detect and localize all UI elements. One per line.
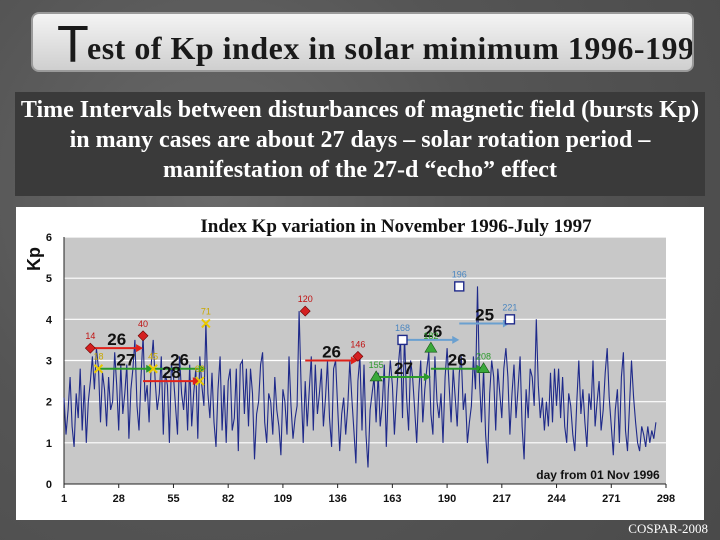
x-tick-label: 55 (167, 493, 179, 505)
x-tick-label: 190 (438, 493, 456, 505)
event-marker-diamond (299, 305, 311, 317)
event-marker-label: 208 (476, 352, 491, 362)
event-marker-label: 40 (138, 319, 148, 329)
event-marker-square (454, 281, 465, 292)
interval-label: 27 (116, 351, 135, 370)
interval-arrowhead (423, 372, 431, 381)
x-tick-label: 82 (222, 493, 234, 505)
slide-title: T est of Kp index in solar minimum 1996-… (31, 12, 694, 72)
event-marker-cross (93, 364, 104, 374)
interval-arrowhead (198, 364, 206, 373)
x-tick-label: 244 (547, 493, 566, 505)
event-marker-cross (201, 318, 211, 329)
y-tick-label: 4 (46, 314, 53, 326)
x-tick-label: 298 (657, 493, 675, 505)
footer-credit: COSPAR-2008 (628, 521, 708, 536)
interval-label: 28 (162, 363, 181, 382)
interval-label: 26 (448, 351, 467, 370)
interval-arrowhead (136, 344, 144, 353)
event-marker-label: 71 (201, 306, 211, 316)
y-tick-label: 6 (46, 232, 52, 244)
event-marker-triangle (424, 341, 438, 353)
event-marker-cross (148, 364, 158, 374)
event-marker-label: 68 (195, 364, 205, 374)
chart-title: Index Kp variation in November 1996-July… (200, 216, 592, 237)
interval-arrowhead (350, 356, 358, 365)
slide-subtitle: Time Intervals between disturbances of m… (15, 92, 705, 196)
slide-title-initial: T (57, 16, 89, 72)
interval-label: 27 (394, 359, 413, 378)
event-marker-cross (195, 376, 205, 386)
x-tick-label: 217 (493, 493, 511, 505)
event-marker-label: 146 (350, 339, 365, 349)
event-marker-label: 14 (85, 331, 95, 341)
y-tick-label: 5 (46, 273, 52, 285)
x-tick-label: 136 (328, 493, 346, 505)
y-tick-label: 2 (46, 397, 52, 409)
event-marker-label: 196 (452, 269, 467, 279)
interval-label: 26 (107, 330, 126, 349)
x-tick-label: 109 (274, 493, 292, 505)
chart-panel: Index Kp variation in November 1996-July… (16, 207, 704, 520)
event-marker-label: 155 (369, 360, 384, 370)
y-tick-label: 0 (46, 479, 52, 491)
x-tick-label: 1 (61, 493, 67, 505)
y-axis-label: Kp (24, 247, 44, 271)
interval-label: 25 (475, 305, 494, 324)
x-axis-label: day from 01 Nov 1996 (536, 468, 660, 482)
interval-arrowhead (146, 364, 154, 373)
x-tick-label: 28 (113, 493, 125, 505)
event-marker-label: 120 (298, 294, 313, 304)
slide-title-text: est of Kp index in solar minimum 1996-19… (87, 30, 694, 66)
x-tick-label: 163 (383, 493, 401, 505)
event-marker-label: 168 (395, 323, 410, 333)
interval-label: 26 (423, 322, 442, 341)
event-marker-square (504, 314, 516, 325)
event-marker-square (397, 334, 408, 346)
event-marker-label: 18 (93, 352, 103, 362)
event-marker-label: 182 (423, 331, 438, 341)
event-marker-label: 221 (502, 302, 517, 312)
event-marker-label: 45 (148, 352, 158, 362)
y-tick-label: 1 (46, 438, 52, 450)
interval-arrowhead (452, 335, 460, 344)
x-tick-label: 271 (602, 493, 620, 505)
event-marker-diamond (352, 350, 364, 362)
event-marker-diamond (84, 342, 96, 354)
kp-chart: Index Kp variation in November 1996-July… (24, 216, 675, 505)
y-tick-label: 3 (46, 356, 52, 368)
event-marker-diamond (137, 330, 149, 342)
event-marker-triangle (369, 370, 383, 382)
interval-label: 26 (322, 343, 341, 362)
interval-arrowhead (192, 377, 200, 386)
event-marker-triangle (477, 362, 491, 374)
interval-label: 26 (170, 351, 189, 370)
